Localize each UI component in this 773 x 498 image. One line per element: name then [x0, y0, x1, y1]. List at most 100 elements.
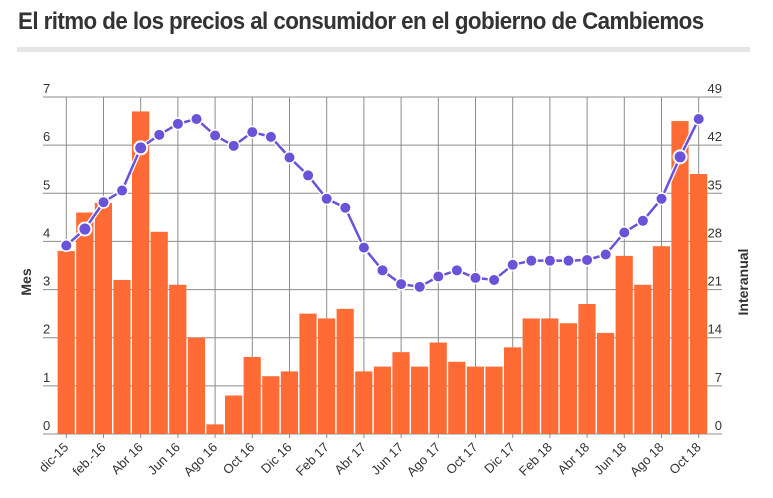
data-point — [98, 197, 109, 208]
y-tick-right: 49 — [708, 81, 722, 96]
bar — [373, 366, 391, 434]
bar — [411, 366, 429, 434]
data-point — [451, 265, 462, 276]
data-point — [563, 255, 574, 266]
x-tick-label: Abr 18 — [555, 440, 593, 478]
data-point — [79, 223, 91, 235]
bar — [280, 371, 298, 434]
bar — [57, 251, 75, 434]
y-tick-left: 2 — [43, 322, 50, 337]
data-point — [61, 240, 72, 251]
data-point — [284, 152, 295, 163]
data-point — [377, 265, 388, 276]
bar — [597, 332, 615, 434]
x-tick-label: Ago 18 — [627, 440, 667, 480]
y-tick-left: 3 — [43, 274, 50, 289]
data-point — [358, 242, 369, 253]
y-tick-right: 35 — [708, 177, 722, 192]
bar — [559, 323, 577, 434]
y-tick-left: 6 — [43, 129, 50, 144]
y-tick-left: 0 — [43, 418, 50, 433]
x-tick-label: Feb 17 — [293, 440, 332, 479]
bar — [94, 202, 112, 434]
x-tick-label: Oct 18 — [666, 440, 704, 478]
data-point — [433, 271, 444, 282]
data-point — [693, 114, 704, 125]
bar — [522, 318, 540, 434]
bar — [76, 212, 94, 434]
x-tick-label: Oct 16 — [220, 440, 258, 478]
data-point — [396, 279, 407, 290]
y-tick-right: 42 — [708, 129, 722, 144]
bar — [671, 121, 689, 435]
bar — [466, 366, 484, 434]
x-tick-label: Dic 16 — [258, 440, 295, 477]
bar — [355, 371, 373, 434]
line-series-interanual — [59, 112, 706, 294]
bar — [615, 255, 633, 434]
x-tick-label: Dic 17 — [481, 440, 518, 477]
data-point — [172, 118, 183, 129]
x-tick-label: Jun 18 — [591, 440, 629, 478]
data-point — [470, 272, 481, 283]
y-axis-left-label: Mes — [18, 268, 34, 295]
bar — [429, 342, 447, 434]
y-tick-right: 0 — [715, 418, 722, 433]
bar — [634, 284, 652, 434]
bar-series-mes — [57, 111, 708, 435]
y-tick-left: 7 — [43, 81, 50, 96]
y-tick-right: 14 — [708, 322, 722, 337]
bar — [541, 318, 559, 434]
data-point — [526, 255, 537, 266]
x-tick-label: Oct 17 — [443, 440, 481, 478]
bar — [150, 231, 168, 434]
y-axis-right-ticks: 0 7 14 21 28 35 42 49 — [708, 81, 722, 433]
title-divider — [17, 47, 750, 52]
x-tick-label: Jun 17 — [368, 440, 406, 478]
bar — [690, 174, 708, 434]
bar — [206, 424, 224, 434]
data-point — [582, 254, 593, 265]
data-point — [637, 215, 648, 226]
y-tick-left: 1 — [43, 370, 50, 385]
x-tick-label: Jun 16 — [145, 440, 183, 478]
data-point — [489, 274, 500, 285]
data-point — [656, 193, 667, 204]
data-point — [303, 170, 314, 181]
data-point — [414, 281, 425, 292]
bar — [448, 361, 466, 434]
data-point — [544, 255, 555, 266]
data-point — [154, 129, 165, 140]
bar — [299, 313, 317, 434]
bar — [225, 395, 243, 434]
data-point — [265, 131, 276, 142]
y-tick-right: 21 — [708, 274, 722, 289]
data-point — [210, 130, 221, 141]
y-axis-left-ticks: 0 1 2 3 4 5 6 7 — [43, 81, 50, 433]
bar — [485, 366, 503, 434]
data-point — [191, 114, 202, 125]
data-point — [507, 259, 518, 270]
data-point — [340, 202, 351, 213]
bar — [504, 347, 522, 434]
y-tick-left: 4 — [43, 225, 50, 240]
data-point — [135, 142, 147, 154]
bar — [336, 308, 354, 434]
bar — [318, 318, 336, 434]
data-point — [600, 249, 611, 260]
bar — [652, 246, 670, 434]
y-tick-left: 5 — [43, 177, 50, 192]
data-point — [117, 185, 128, 196]
bar — [113, 279, 131, 434]
bar — [132, 111, 150, 434]
bar — [262, 376, 280, 434]
y-tick-right: 7 — [715, 370, 722, 385]
x-tick-label: Feb 18 — [516, 440, 555, 479]
data-point — [247, 127, 258, 138]
chart-title: El ritmo de los precios al consumidor en… — [18, 8, 704, 35]
x-tick-label: Abr 16 — [108, 440, 146, 478]
x-tick-label: Abr 17 — [331, 440, 369, 478]
x-tick-label: feb.-16 — [69, 440, 108, 479]
